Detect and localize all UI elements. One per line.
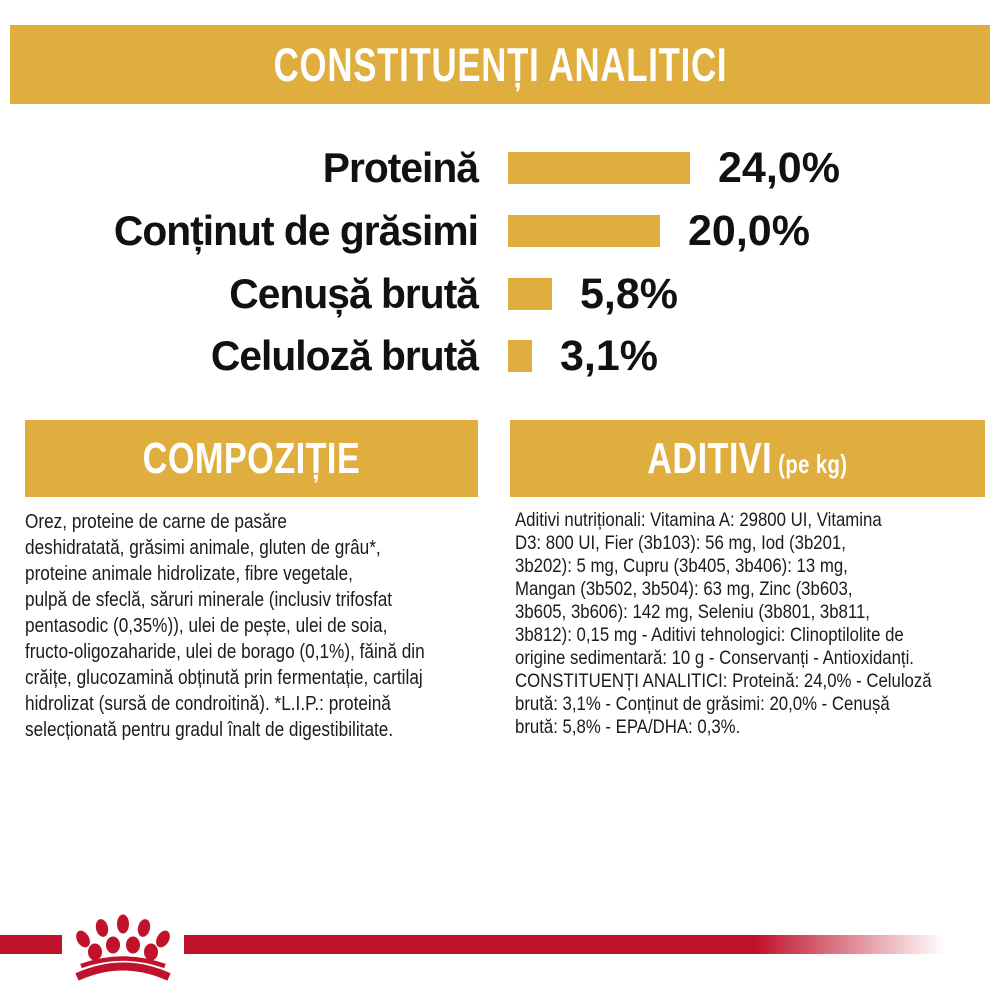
chart-value-label: 5,8%: [580, 269, 679, 318]
text-line: D3: 800 UI, Fier (3b103): 56 mg, Iod (3b…: [515, 532, 846, 554]
chart-value-label: 20,0%: [688, 206, 810, 255]
chart-value-label: 3,1%: [560, 331, 659, 380]
text-line: Orez, proteine de carne de pasăre: [25, 511, 287, 533]
text-line: Mangan (3b502, 3b504): 63 mg, Zinc (3b60…: [515, 578, 853, 600]
additives-text: Aditivi nutriționali: Vitamina A: 29800 …: [515, 509, 987, 739]
analytical-constituents-title: CONSTITUENȚI ANALITICI: [273, 38, 727, 91]
text-line: brută: 5,8% - EPA/DHA: 0,3%.: [515, 716, 741, 738]
text-line: pentasodic (0,35%)), ulei de pește, ulei…: [25, 615, 388, 637]
additives-banner: ADITIVI (pe kg): [510, 420, 985, 497]
chart-row: Proteină 24,0%: [0, 144, 1000, 192]
text-line: 3b605, 3b606): 142 mg, Seleniu (3b801, 3…: [515, 601, 870, 623]
chart-value-label: 24,0%: [718, 143, 840, 192]
chart-category-label: Proteină: [322, 144, 479, 191]
chart-row: Celuloză brută 3,1%: [0, 332, 1000, 380]
text-line: CONSTITUENȚI ANALITICI: Proteină: 24,0% …: [515, 670, 932, 692]
chart-bar: [508, 215, 660, 247]
chart-category-label: Cenușă brută: [229, 270, 479, 317]
text-line: hidrolizat (sursă de condroitină). *L.I.…: [25, 693, 391, 715]
analytical-constituents-banner: CONSTITUENȚI ANALITICI: [10, 25, 990, 104]
chart-bar: [508, 278, 552, 310]
text-line: crăițe, glucozamină obținută prin fermen…: [25, 667, 423, 689]
composition-title: COMPOZIȚIE: [142, 433, 361, 483]
additives-title: ADITIVI: [647, 433, 773, 483]
text-line: proteine animale hidrolizate, fibre vege…: [25, 563, 353, 585]
footer-red-band: [0, 935, 945, 954]
text-line: Aditivi nutriționali: Vitamina A: 29800 …: [515, 509, 882, 531]
text-line: pulpă de sfeclă, săruri minerale (inclus…: [25, 589, 393, 611]
text-line: 3b202): 5 mg, Cupru (3b405, 3b406): 13 m…: [515, 555, 848, 577]
text-line: deshidratată, grăsimi animale, gluten de…: [25, 537, 381, 559]
chart-bar: [508, 340, 532, 372]
crown-paw-icon: [75, 914, 171, 981]
royal-canin-logo: [62, 905, 184, 990]
text-line: fructo-oligozaharide, ulei de borago (0,…: [25, 641, 425, 663]
composition-text: Orez, proteine de carne de pasăre deshidr…: [25, 509, 499, 743]
text-line: selecționată pentru gradul înalt de dige…: [25, 719, 394, 741]
composition-banner: COMPOZIȚIE: [25, 420, 478, 497]
chart-category-label: Celuloză brută: [210, 332, 479, 379]
text-line: origine sedimentară: 10 g - Conservanți …: [515, 647, 914, 669]
additives-title-suffix: (pe kg): [778, 448, 848, 479]
text-line: 3b812): 0,15 mg - Aditivi tehnologici: C…: [515, 624, 904, 646]
text-line: brută: 3,1% - Conținut de grăsimi: 20,0%…: [515, 693, 890, 715]
chart-row: Conținut de grăsimi 20,0%: [0, 207, 1000, 255]
chart-bar: [508, 152, 690, 184]
chart-category-label: Conținut de grăsimi: [113, 207, 479, 254]
chart-row: Cenușă brută 5,8%: [0, 270, 1000, 318]
